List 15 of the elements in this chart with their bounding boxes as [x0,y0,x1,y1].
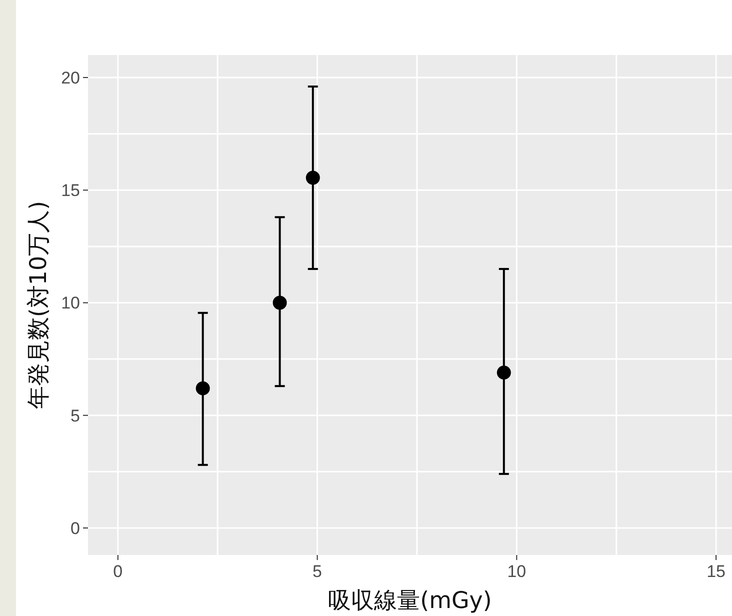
x-tick-label: 10 [507,562,526,581]
point [272,296,287,310]
y-axis-title: 年発見数(対10万人) [26,200,52,410]
x-tick-label: 5 [312,562,322,581]
y-tick-label: 20 [61,68,80,88]
point [306,170,320,185]
y-tick-label: 0 [70,518,80,538]
y-tick-label: 15 [61,181,80,200]
y-tick-label: 5 [70,406,80,426]
point [496,366,511,380]
x-tick-label: 15 [706,562,726,581]
point [196,381,210,396]
x-tick-label: 0 [113,562,123,581]
x-axis-title: 吸収線量(mGy) [328,588,492,614]
y-tick-label: 10 [61,294,80,313]
